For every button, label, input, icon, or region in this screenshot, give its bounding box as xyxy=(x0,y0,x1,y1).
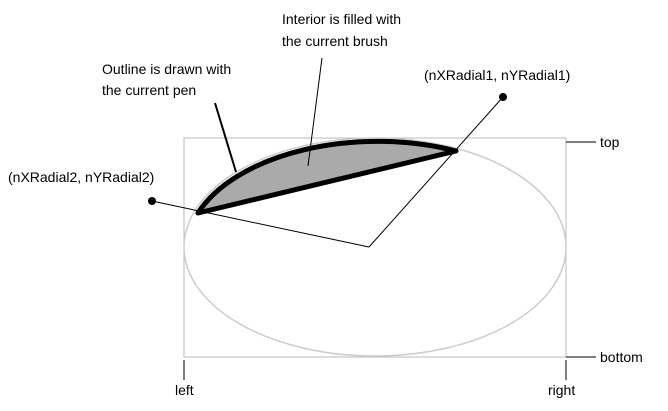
label: left xyxy=(175,382,194,398)
label: Outline is drawn with xyxy=(102,61,231,77)
radial1-point xyxy=(499,93,507,101)
label: the current brush xyxy=(282,33,388,49)
label: (nXRadial1, nYRadial1) xyxy=(424,67,570,83)
radial1-line xyxy=(368,96,504,248)
radial2-line xyxy=(151,200,370,248)
label: right xyxy=(548,382,575,398)
label: bottom xyxy=(600,349,643,365)
outline-leader xyxy=(214,102,237,173)
label: (nXRadial2, nYRadial2) xyxy=(8,169,154,185)
label: top xyxy=(600,134,620,150)
chord xyxy=(195,138,459,216)
ellipse xyxy=(183,137,567,357)
radial2-point xyxy=(148,197,156,205)
label: Interior is filled with xyxy=(282,11,401,27)
interior-leader xyxy=(307,57,323,167)
label: the current pen xyxy=(102,82,196,98)
